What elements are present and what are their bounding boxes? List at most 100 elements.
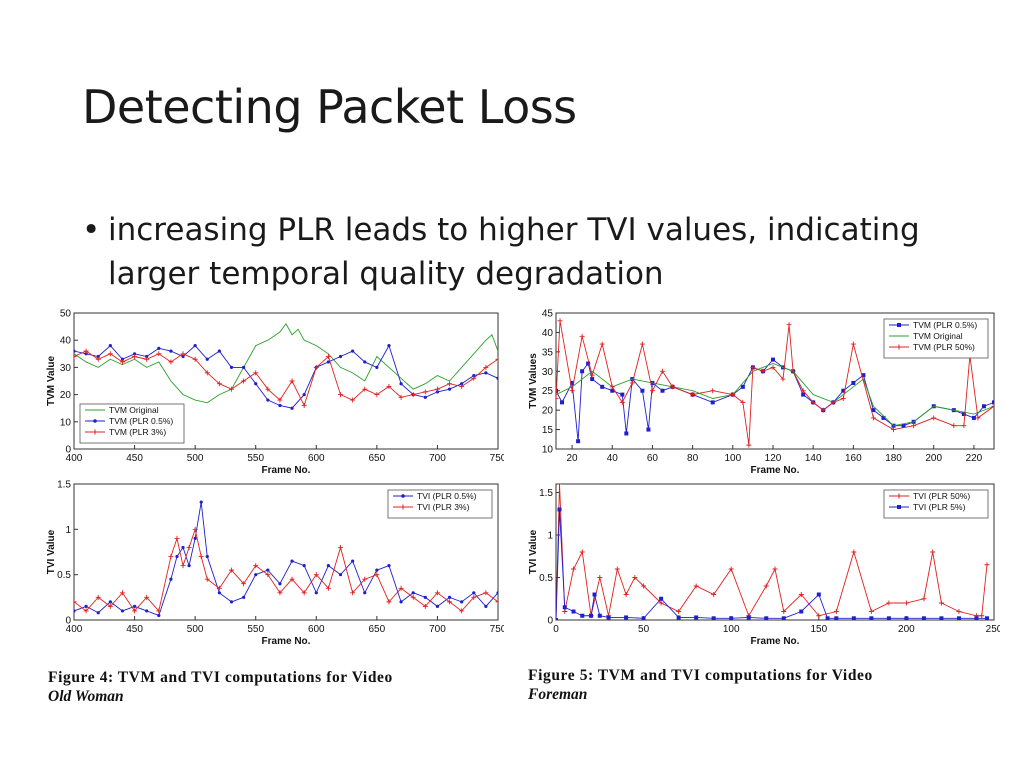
data-point bbox=[186, 544, 192, 550]
x-tick-label: 650 bbox=[369, 624, 386, 635]
y-tick-label: 1 bbox=[547, 531, 553, 542]
data-point bbox=[229, 365, 234, 369]
data-point bbox=[570, 380, 575, 385]
data-point bbox=[624, 431, 629, 436]
data-point bbox=[472, 373, 476, 378]
x-tick-label: 750 bbox=[490, 453, 504, 464]
data-point bbox=[763, 583, 769, 589]
x-tick-label: 100 bbox=[723, 624, 740, 635]
legend-label: TVM (PLR 0.5%) bbox=[913, 320, 977, 330]
fig5-tvm-chart: 20 40 60 80 100 120 140 160 180 200 220 10 15 20 25 30 3… bbox=[526, 307, 1000, 479]
data-point bbox=[107, 351, 113, 357]
data-point bbox=[278, 582, 282, 586]
data-point bbox=[193, 344, 197, 348]
data-point bbox=[187, 564, 191, 568]
data-point bbox=[362, 576, 368, 582]
y-axis-label: TVM Values bbox=[528, 353, 539, 409]
y-tick-label: 10 bbox=[60, 417, 72, 428]
x-axis-label: Frame No. bbox=[751, 465, 800, 476]
y-tick-label: 1.5 bbox=[539, 488, 553, 499]
slide-title: Detecting Packet Loss bbox=[82, 80, 577, 134]
data-point bbox=[729, 616, 734, 620]
data-point bbox=[84, 352, 88, 356]
x-tick-label: 500 bbox=[187, 624, 204, 635]
y-tick-label: 0.5 bbox=[539, 573, 553, 584]
y-tick-label: 1.5 bbox=[57, 480, 71, 491]
data-point bbox=[375, 568, 379, 572]
y-tick-label: 10 bbox=[542, 445, 554, 456]
x-tick-label: 80 bbox=[687, 453, 699, 464]
data-point bbox=[979, 613, 985, 619]
data-point bbox=[571, 566, 577, 572]
data-point bbox=[660, 388, 665, 393]
fig5-caption: Figure 5: TVM and TVI computations for V… bbox=[528, 666, 873, 704]
data-point bbox=[693, 583, 699, 589]
series-line-1 bbox=[74, 344, 498, 409]
bullet-marker: • bbox=[82, 212, 101, 248]
data-point bbox=[205, 554, 209, 559]
data-point bbox=[410, 594, 416, 600]
data-point bbox=[483, 590, 489, 596]
legend-marker bbox=[401, 494, 405, 498]
x-tick-label: 200 bbox=[898, 624, 915, 635]
data-point bbox=[350, 590, 356, 596]
data-point bbox=[96, 354, 100, 359]
data-point bbox=[580, 369, 585, 374]
data-point bbox=[571, 609, 576, 614]
x-tick-label: 600 bbox=[308, 624, 325, 635]
data-point bbox=[871, 408, 876, 413]
data-point bbox=[580, 613, 585, 618]
data-point bbox=[199, 500, 203, 504]
data-point bbox=[851, 549, 857, 555]
data-point bbox=[338, 354, 343, 359]
data-point bbox=[313, 572, 319, 578]
x-tick-label: 500 bbox=[187, 453, 204, 464]
data-point bbox=[816, 592, 821, 597]
fig4-tvi-svg: 400 450 500 550 600 650 700 750 0 0.5 1 1.5 Frame No… bbox=[46, 480, 504, 648]
legend-label: TVM (PLR 50%) bbox=[913, 342, 975, 352]
x-tick-label: 700 bbox=[429, 624, 446, 635]
data-point bbox=[314, 591, 318, 595]
data-point bbox=[881, 415, 886, 420]
data-point bbox=[198, 554, 204, 560]
data-point bbox=[422, 389, 428, 395]
fig5-tvi-chart: 0 50 100 150 200 250 0 0.5 1 1.5 Frame No. TVI Valu… bbox=[526, 478, 1000, 650]
data-point bbox=[192, 526, 198, 532]
data-point bbox=[576, 439, 581, 444]
data-point bbox=[728, 566, 734, 572]
data-point bbox=[216, 381, 222, 387]
data-point bbox=[375, 365, 379, 369]
data-point bbox=[119, 359, 125, 365]
data-point bbox=[850, 341, 856, 347]
legend-label: TVM Original bbox=[913, 331, 963, 341]
data-point bbox=[562, 605, 567, 610]
data-point bbox=[386, 383, 392, 389]
x-tick-label: 60 bbox=[647, 453, 659, 464]
data-point bbox=[740, 399, 746, 405]
data-point bbox=[624, 615, 629, 620]
fig4-caption-text: TVM and TVI computations for Video bbox=[117, 669, 393, 686]
data-point bbox=[562, 609, 568, 614]
data-point bbox=[810, 399, 816, 405]
data-point bbox=[780, 376, 786, 382]
y-tick-label: 0 bbox=[547, 616, 553, 627]
data-point bbox=[886, 616, 891, 620]
data-point bbox=[840, 395, 846, 401]
x-tick-label: 150 bbox=[810, 624, 827, 635]
fig5-tvi-svg: 0 50 100 150 200 250 0 0.5 1 1.5 Frame No. TVI Valu… bbox=[528, 483, 1000, 647]
data-point bbox=[629, 380, 635, 386]
data-point bbox=[931, 415, 937, 421]
data-point bbox=[557, 318, 563, 324]
x-axis-label: Frame No. bbox=[262, 465, 311, 476]
data-point bbox=[266, 568, 270, 572]
data-point bbox=[216, 585, 222, 591]
legend-label: TVI (PLR 3%) bbox=[417, 502, 470, 512]
data-point bbox=[410, 392, 416, 398]
data-point bbox=[398, 394, 404, 400]
legend-marker bbox=[897, 505, 901, 509]
data-point bbox=[592, 592, 597, 597]
data-point bbox=[901, 423, 906, 428]
data-point bbox=[422, 603, 428, 609]
x-tick-label: 600 bbox=[308, 453, 325, 464]
legend-marker bbox=[93, 419, 97, 423]
